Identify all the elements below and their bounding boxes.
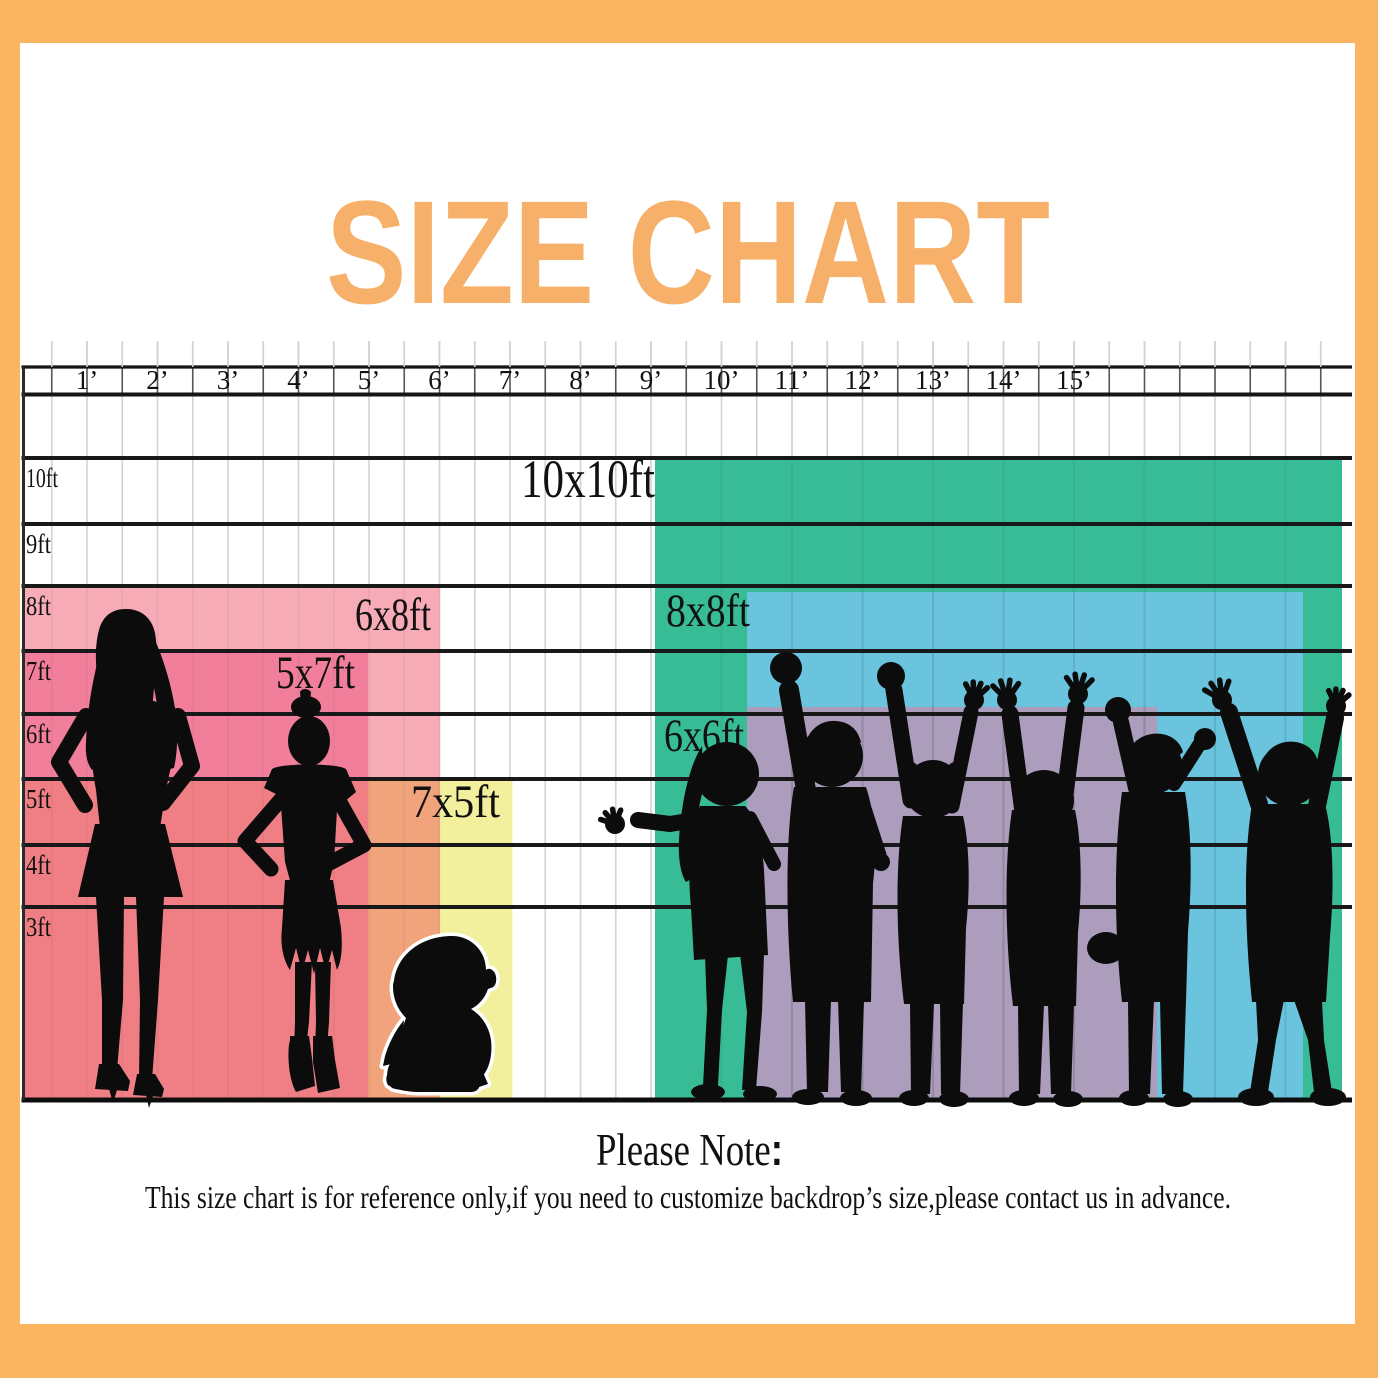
svg-text:10ft: 10ft: [26, 463, 58, 493]
svg-text:5’: 5’: [358, 365, 381, 395]
svg-text:6’: 6’: [428, 365, 451, 395]
svg-text:7x5ft: 7x5ft: [411, 776, 500, 828]
svg-text:8ft: 8ft: [26, 591, 51, 621]
svg-text:8x8ft: 8x8ft: [666, 585, 750, 637]
svg-text:10x10ft: 10x10ft: [521, 449, 655, 509]
svg-text:9’: 9’: [640, 365, 663, 395]
svg-text:4’: 4’: [287, 365, 310, 395]
svg-text:3’: 3’: [217, 365, 240, 395]
svg-text:2’: 2’: [146, 365, 169, 395]
svg-text:5x7ft: 5x7ft: [276, 647, 355, 699]
svg-text:7’: 7’: [499, 365, 522, 395]
svg-text:11’: 11’: [775, 365, 810, 395]
svg-text:15’: 15’: [1056, 365, 1092, 395]
svg-text:7ft: 7ft: [26, 656, 51, 686]
svg-text:5ft: 5ft: [26, 784, 51, 814]
svg-text:14’: 14’: [986, 365, 1022, 395]
svg-text:Please Note:: Please Note:: [596, 1124, 783, 1175]
svg-text:SIZE CHART: SIZE CHART: [326, 171, 1050, 335]
svg-text:12’: 12’: [845, 365, 881, 395]
svg-text:1’: 1’: [76, 365, 99, 395]
svg-text:8’: 8’: [569, 365, 592, 395]
svg-text:9ft: 9ft: [26, 529, 51, 559]
svg-text:This size chart is for referen: This size chart is for reference only,if…: [145, 1179, 1231, 1215]
svg-text:10’: 10’: [704, 365, 740, 395]
svg-text:3ft: 3ft: [26, 912, 51, 942]
svg-text:6x8ft: 6x8ft: [355, 589, 431, 641]
svg-text:13’: 13’: [915, 365, 951, 395]
svg-text:6ft: 6ft: [26, 719, 51, 749]
svg-text:4ft: 4ft: [26, 850, 51, 880]
